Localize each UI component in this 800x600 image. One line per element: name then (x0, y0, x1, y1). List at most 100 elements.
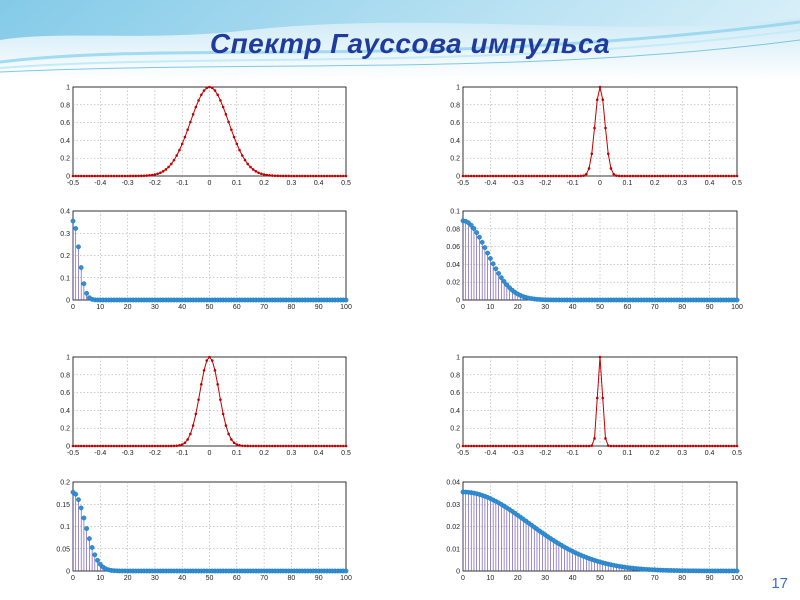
data-point (328, 174, 331, 178)
data-point (341, 174, 345, 178)
data-point (700, 174, 703, 178)
data-point (79, 444, 83, 448)
data-point (265, 444, 269, 448)
data-point (139, 174, 143, 178)
data-point (658, 444, 662, 448)
data-point (648, 174, 651, 178)
x-tick-label: -0.1 (567, 180, 579, 187)
data-point (328, 444, 331, 448)
stem-marker (487, 256, 493, 261)
stem-marker (343, 297, 349, 303)
data-point (590, 444, 594, 447)
data-point (341, 444, 345, 448)
data-point (582, 444, 585, 448)
data-point (478, 174, 481, 178)
data-point (480, 174, 484, 178)
data-point (93, 444, 97, 448)
plot-area (462, 356, 738, 447)
data-point (631, 444, 635, 448)
x-tick-label: 40 (569, 575, 577, 582)
x-tick-label: 0.5 (732, 450, 742, 457)
data-point (617, 444, 621, 448)
plot-area (462, 86, 738, 177)
data-point (530, 174, 533, 178)
x-tick-label: 70 (260, 575, 268, 582)
data-point (82, 174, 86, 178)
data-point (191, 424, 195, 427)
data-point (532, 444, 536, 448)
y-tick-label: 0.04 (446, 262, 460, 269)
x-tick-label: 0.3 (287, 180, 297, 187)
data-point (137, 174, 140, 178)
plot-area (72, 86, 347, 177)
data-point (183, 441, 187, 445)
x-tick-label: 60 (233, 304, 241, 311)
data-point (260, 172, 263, 176)
data-point (322, 444, 326, 448)
data-point (339, 174, 342, 178)
data-point (257, 444, 260, 448)
data-point (88, 444, 91, 448)
y-tick-label: 0 (66, 174, 70, 181)
data-point (322, 174, 326, 178)
data-point (535, 174, 539, 178)
data-point (598, 355, 602, 359)
data-point (686, 174, 689, 178)
data-point (494, 174, 498, 178)
data-point (716, 444, 720, 448)
data-point (320, 174, 323, 178)
stem-marker (485, 250, 491, 256)
stem-marker (501, 279, 507, 284)
data-point (711, 174, 714, 178)
stem-marker (343, 568, 349, 574)
data-point (716, 174, 720, 178)
slide-title: Спектр Гауссова импульса (209, 28, 611, 59)
data-point (658, 174, 662, 178)
stem-marker (92, 552, 98, 558)
data-point (700, 444, 703, 448)
y-tick-label: 0.6 (450, 390, 460, 397)
y-tick-label: 0.1 (60, 275, 70, 282)
y-tick-label: 0.8 (60, 372, 70, 379)
data-point (161, 170, 165, 173)
data-point (339, 444, 342, 448)
x-tick-label: 60 (624, 575, 632, 582)
data-point (653, 174, 657, 178)
x-tick-label: 0.1 (232, 450, 242, 457)
stem-marker (78, 505, 84, 511)
x-tick-label: 0 (208, 180, 212, 187)
x-tick-label: 0.1 (232, 180, 242, 187)
x-tick-label: 50 (596, 304, 604, 311)
data-point (467, 444, 470, 448)
x-tick-label: 80 (288, 575, 296, 582)
x-tick-label: -0.1 (176, 180, 188, 187)
data-point (284, 444, 288, 448)
page-number: 17 (771, 575, 788, 592)
data-point (301, 444, 304, 448)
data-point (276, 444, 280, 448)
data-point (541, 174, 544, 178)
x-tick-label: 0.4 (705, 180, 715, 187)
data-point (246, 444, 250, 448)
data-point (713, 444, 717, 448)
data-point (730, 174, 733, 178)
data-point (626, 444, 629, 448)
data-point (552, 444, 555, 448)
data-point (727, 174, 731, 178)
data-point (301, 174, 304, 178)
data-point (546, 174, 550, 178)
data-point (464, 444, 468, 448)
data-point (150, 173, 154, 177)
x-tick-label: 90 (706, 304, 714, 311)
data-point (535, 444, 539, 448)
data-point (273, 174, 277, 178)
data-point (281, 444, 285, 448)
data-point (142, 444, 146, 448)
data-point (595, 98, 599, 102)
data-point (664, 174, 668, 178)
data-point (298, 444, 301, 448)
data-point (587, 167, 591, 170)
data-point (336, 174, 340, 178)
data-point (680, 444, 684, 448)
data-point (71, 444, 75, 448)
